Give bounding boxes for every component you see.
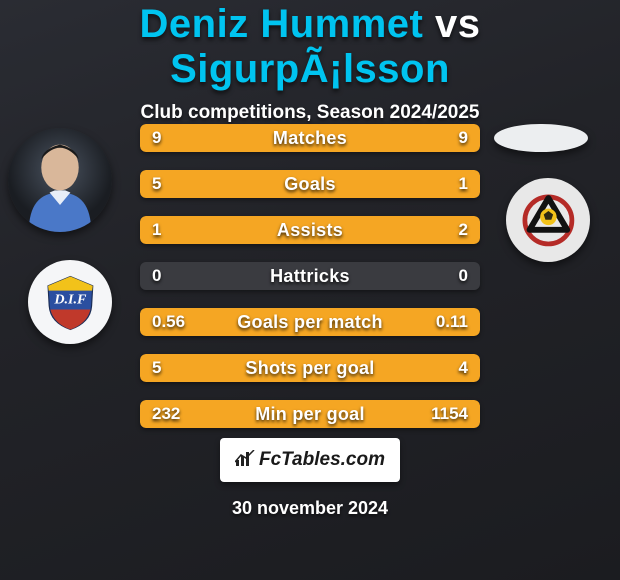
- player1-name: Deniz Hummet: [140, 2, 424, 46]
- svg-text:D.I.F: D.I.F: [53, 291, 87, 307]
- stat-value-right: 4: [447, 354, 480, 382]
- stat-row: 232Min per goal1154: [140, 400, 480, 428]
- card: Deniz Hummet vs SigurpÃ¡lsson Club compe…: [0, 0, 620, 580]
- snapshot-date: 30 november 2024: [0, 498, 620, 519]
- player1-avatar: [8, 128, 112, 232]
- chart-icon: [235, 450, 255, 471]
- player2-name: SigurpÃ¡lsson: [170, 47, 450, 91]
- player2-avatar: [494, 124, 588, 152]
- stat-row: 5Shots per goal4: [140, 354, 480, 382]
- stat-label: Shots per goal: [140, 354, 480, 382]
- stat-row: 0.56Goals per match0.11: [140, 308, 480, 336]
- club2-badge-svg: [519, 191, 578, 250]
- fctables-text: FcTables.com: [259, 449, 385, 471]
- stat-value-right: 0: [447, 262, 480, 290]
- stat-value-right: 1154: [419, 400, 480, 428]
- vs-text: vs: [435, 2, 481, 46]
- stat-row: 1Assists2: [140, 216, 480, 244]
- stat-rows: 9Matches95Goals11Assists20Hattricks00.56…: [140, 124, 480, 446]
- fctables-badge[interactable]: FcTables.com: [220, 438, 400, 482]
- club1-badge-svg: D.I.F: [41, 273, 100, 332]
- player1-avatar-svg: [8, 128, 112, 232]
- stat-label: Goals: [140, 170, 480, 198]
- stat-row: 5Goals1: [140, 170, 480, 198]
- stat-value-right: 1: [447, 170, 480, 198]
- subtitle: Club competitions, Season 2024/2025: [0, 102, 620, 124]
- stat-value-right: 9: [447, 124, 480, 152]
- page-title: Deniz Hummet vs SigurpÃ¡lsson: [0, 0, 620, 92]
- club2-badge: [506, 178, 590, 262]
- stat-label: Matches: [140, 124, 480, 152]
- club1-badge: D.I.F: [28, 260, 112, 344]
- stat-row: 0Hattricks0: [140, 262, 480, 290]
- stat-label: Hattricks: [140, 262, 480, 290]
- stat-label: Assists: [140, 216, 480, 244]
- stat-value-right: 2: [447, 216, 480, 244]
- stat-value-right: 0.11: [424, 308, 480, 336]
- stat-row: 9Matches9: [140, 124, 480, 152]
